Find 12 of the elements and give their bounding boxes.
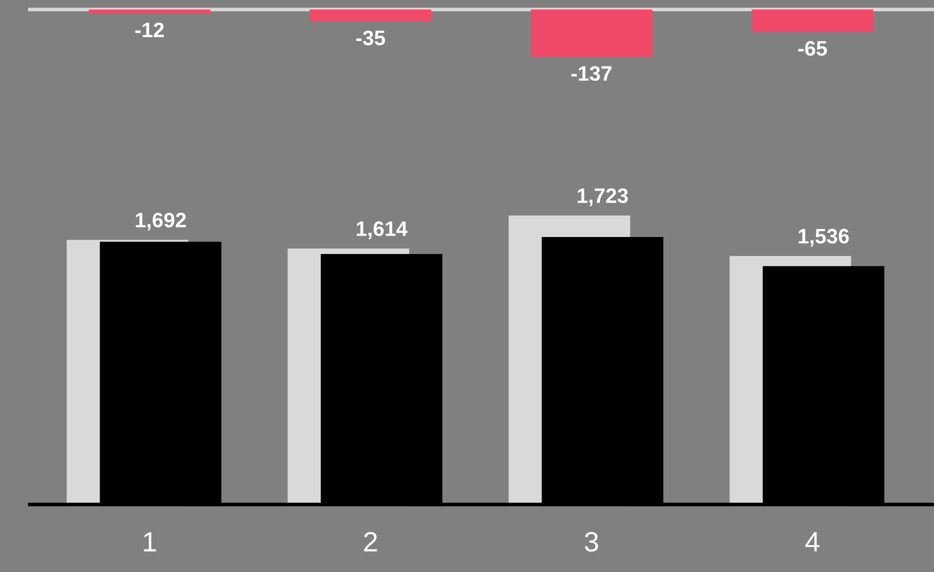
x-tick-label: 2: [364, 532, 377, 552]
x-tick-label: 3: [584, 532, 598, 552]
data-label: -12: [135, 22, 164, 38]
data-label: 1,614: [356, 221, 408, 240]
data-label: 1,692: [136, 212, 186, 230]
data-label: 1,536: [798, 228, 849, 247]
data-label: -35: [356, 30, 385, 46]
x-tick-label: 1: [144, 532, 156, 552]
data-label: -137: [571, 66, 612, 81]
data-label: -65: [798, 41, 827, 56]
x-tick-label: 4: [805, 532, 820, 552]
data-label: 1,723: [578, 188, 628, 206]
